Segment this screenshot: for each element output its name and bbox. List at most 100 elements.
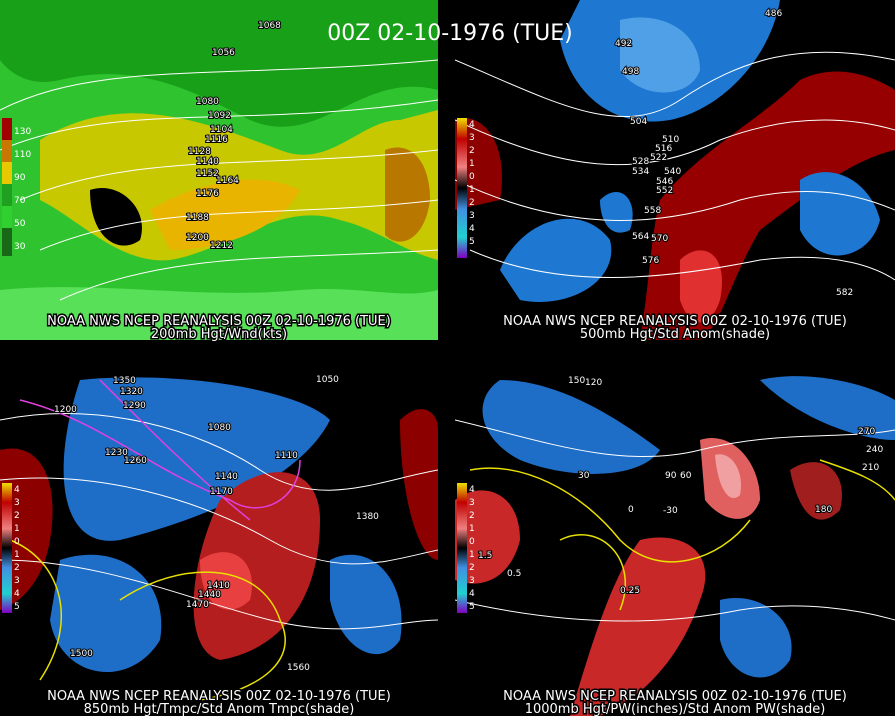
colorbar-label: 4 [14,589,20,599]
contour-label: 1068 [258,21,281,31]
contour-label: 1104 [210,125,233,135]
contour-label: 90 [665,471,677,481]
caption-line-1: NOAA NWS NCEP REANALYSIS 00Z 02-10-1976 … [47,314,391,329]
contour-label: 0.5 [507,569,521,579]
colorbar-label: 4 [14,485,20,495]
colorbar-label: 2 [469,511,475,521]
contour-label: 576 [642,256,659,266]
colorbar-label: 0 [469,172,475,182]
contour-label: 1152 [196,169,219,179]
colorbar-label: 30 [14,242,26,252]
contour-label: 1260 [124,456,147,466]
contour-label: 1128 [188,147,211,157]
colorbar-1000mb [457,483,467,613]
colorbar-label: 1 [469,550,475,560]
colorbar-label: 2 [14,563,20,573]
contour-label: 498 [622,67,639,77]
contour-label: 1410 [207,581,230,591]
caption-line-2: 850mb Hgt/Tmpc/Std Anom Tmpc(shade) [84,702,355,716]
contour-label: 582 [836,288,853,298]
colorbar-label: 1 [469,185,475,195]
contour-label: 1350 [113,376,136,386]
contour-label: -30 [663,506,678,516]
map-title: 00Z 02-10-1976 (TUE) [327,21,573,46]
contour-label: 150 [568,376,585,386]
contour-label: 1092 [208,111,231,121]
colorbar-label: 130 [14,127,31,137]
caption-line-1: NOAA NWS NCEP REANALYSIS 00Z 02-10-1976 … [47,689,391,704]
contour-label: 1164 [216,176,239,186]
colorbar-label: 4 [469,224,475,234]
caption-line-1: NOAA NWS NCEP REANALYSIS 00Z 02-10-1976 … [503,314,847,329]
contour-label: 1200 [186,233,209,243]
colorbar-label: 2 [469,198,475,208]
contour-label: 180 [815,505,832,515]
caption-line-2: 200mb Hgt/Wnd(kts) [151,327,287,342]
colorbar-label: 3 [469,211,475,221]
contour-label: 1560 [287,663,310,673]
caption-line-1: NOAA NWS NCEP REANALYSIS 00Z 02-10-1976 … [503,689,847,704]
contour-label: 522 [650,153,667,163]
contour-label: 1290 [123,401,146,411]
contour-label: 120 [585,378,602,388]
caption-line-2: 1000mb Hgt/PW(inches)/Std Anom PW(shade) [525,702,826,716]
contour-label: 510 [662,135,679,145]
contour-label: 1140 [196,157,219,167]
colorbar-500mb [457,118,467,258]
colorbar-label: 110 [14,150,31,160]
caption-line-2: 500mb Hgt/Std Anom(shade) [580,327,770,342]
contour-label: 1176 [196,189,219,199]
contour-label: 546 [656,177,673,187]
colorbar-label: 90 [14,173,26,183]
colorbar-label: 50 [14,219,26,229]
contour-label: 0 [628,505,634,515]
contour-label: 540 [664,167,681,177]
colorbar-850mb [2,483,12,613]
colorbar-label: 2 [14,511,20,521]
contour-label: 1212 [210,241,233,251]
contour-label: 1200 [54,405,77,415]
colorbar-label: 4 [469,120,475,130]
contour-label: 528 [632,157,649,167]
contour-label: 1320 [120,387,143,397]
contour-label: 210 [862,463,879,473]
colorbar-label: 3 [14,576,20,586]
colorbar-label: 2 [469,146,475,156]
contour-label: 30 [578,471,590,481]
contour-label: 1500 [70,649,93,659]
colorbar-label: 70 [14,196,26,206]
colorbar-label: 1 [14,550,20,560]
colorbar-label: 1 [469,524,475,534]
colorbar-label: 4 [469,589,475,599]
contour-label: 504 [630,117,647,127]
contour-label: 1056 [212,48,235,58]
contour-label: 1440 [198,590,221,600]
contour-label: 564 [632,232,649,242]
contour-label: 1140 [215,472,238,482]
contour-label: 534 [632,167,649,177]
contour-label: 240 [866,445,883,455]
colorbar-label: 0 [14,537,20,547]
contour-label: 1080 [208,423,231,433]
colorbar-label: 1 [14,524,20,534]
contour-label: 1.5 [478,551,492,561]
contour-label: 1188 [186,213,209,223]
colorbar-label: 0 [469,537,475,547]
colorbar-label: 5 [14,602,20,612]
contour-label: 516 [655,144,672,154]
contour-label: 1110 [275,451,298,461]
colorbar-label: 5 [469,602,475,612]
contour-label: 492 [615,39,632,49]
colorbar-200mb [2,118,12,256]
contour-label: 486 [765,9,782,19]
contour-label: 1080 [196,97,219,107]
contour-label: 1050 [316,375,339,385]
contour-label: 1470 [186,600,209,610]
colorbar-label: 1 [469,159,475,169]
